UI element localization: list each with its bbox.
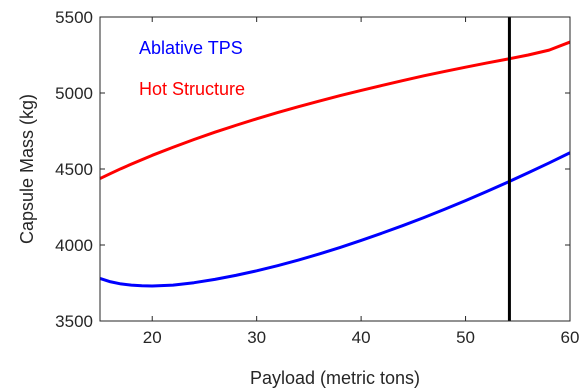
x-tick-label: 30 [247,328,266,347]
y-axis-label: Capsule Mass (kg) [17,94,37,244]
x-tick-label: 20 [143,328,162,347]
y-tick-label: 3500 [55,312,93,331]
legend: Ablative TPS Hot Structure [139,38,245,99]
legend-entry-hot-structure: Hot Structure [139,79,245,99]
x-tick-label: 50 [456,328,475,347]
y-tick-label: 4000 [55,236,93,255]
plot-area [100,17,570,321]
series-line-ablative-tps [99,151,571,288]
y-tick-label: 4500 [55,160,93,179]
x-tick-label: 40 [352,328,371,347]
legend-entry-ablative-tps: Ablative TPS [139,38,243,58]
y-tick-label: 5000 [55,84,93,103]
y-axis: 3500 4000 4500 5000 5500 [55,8,570,331]
series-line-hot-structure [99,40,571,180]
x-axis-label: Payload (metric tons) [250,368,420,388]
x-axis: 20 30 40 50 60 [143,17,580,347]
y-tick-label: 5500 [55,8,93,27]
x-tick-label: 60 [561,328,580,347]
series-layer [99,40,571,288]
